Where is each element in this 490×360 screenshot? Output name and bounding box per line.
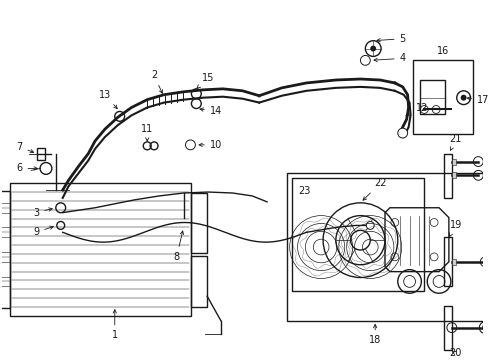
- Circle shape: [398, 128, 408, 138]
- Circle shape: [367, 221, 374, 229]
- Bar: [452, 259, 456, 265]
- Circle shape: [461, 95, 466, 101]
- Text: 2: 2: [151, 70, 163, 93]
- Bar: [0, 252, 10, 262]
- Bar: [420, 80, 445, 114]
- Bar: [444, 306, 452, 350]
- Bar: [192, 256, 207, 307]
- Text: 9: 9: [33, 226, 53, 237]
- Bar: [292, 178, 424, 291]
- Text: 18: 18: [369, 324, 381, 345]
- Text: 12: 12: [406, 103, 429, 116]
- Bar: [0, 191, 10, 308]
- Text: 7: 7: [16, 142, 34, 153]
- Bar: [37, 148, 45, 159]
- Text: 17: 17: [467, 95, 490, 105]
- Text: 1: 1: [112, 310, 118, 341]
- Text: 3: 3: [33, 208, 52, 218]
- Text: 8: 8: [173, 231, 184, 262]
- Text: 16: 16: [437, 45, 449, 55]
- Bar: [452, 172, 456, 178]
- Bar: [444, 154, 452, 198]
- Text: 21: 21: [449, 134, 462, 150]
- Bar: [0, 203, 10, 213]
- Text: 14: 14: [200, 107, 222, 116]
- Text: 11: 11: [141, 124, 153, 141]
- Text: 6: 6: [16, 163, 37, 174]
- Text: 23: 23: [298, 186, 311, 196]
- Text: 19: 19: [449, 220, 462, 237]
- Bar: [10, 183, 192, 316]
- Bar: [413, 60, 473, 134]
- Bar: [192, 193, 207, 253]
- Bar: [287, 174, 490, 321]
- Bar: [0, 276, 10, 286]
- Circle shape: [370, 46, 376, 51]
- Bar: [452, 159, 456, 165]
- Bar: [444, 237, 452, 286]
- Text: 22: 22: [363, 178, 386, 200]
- Text: 15: 15: [197, 73, 214, 88]
- Text: 10: 10: [199, 140, 222, 150]
- Bar: [0, 228, 10, 237]
- Text: 20: 20: [449, 348, 462, 358]
- Text: 13: 13: [99, 90, 117, 109]
- Text: 5: 5: [377, 34, 406, 44]
- Text: 4: 4: [374, 53, 406, 63]
